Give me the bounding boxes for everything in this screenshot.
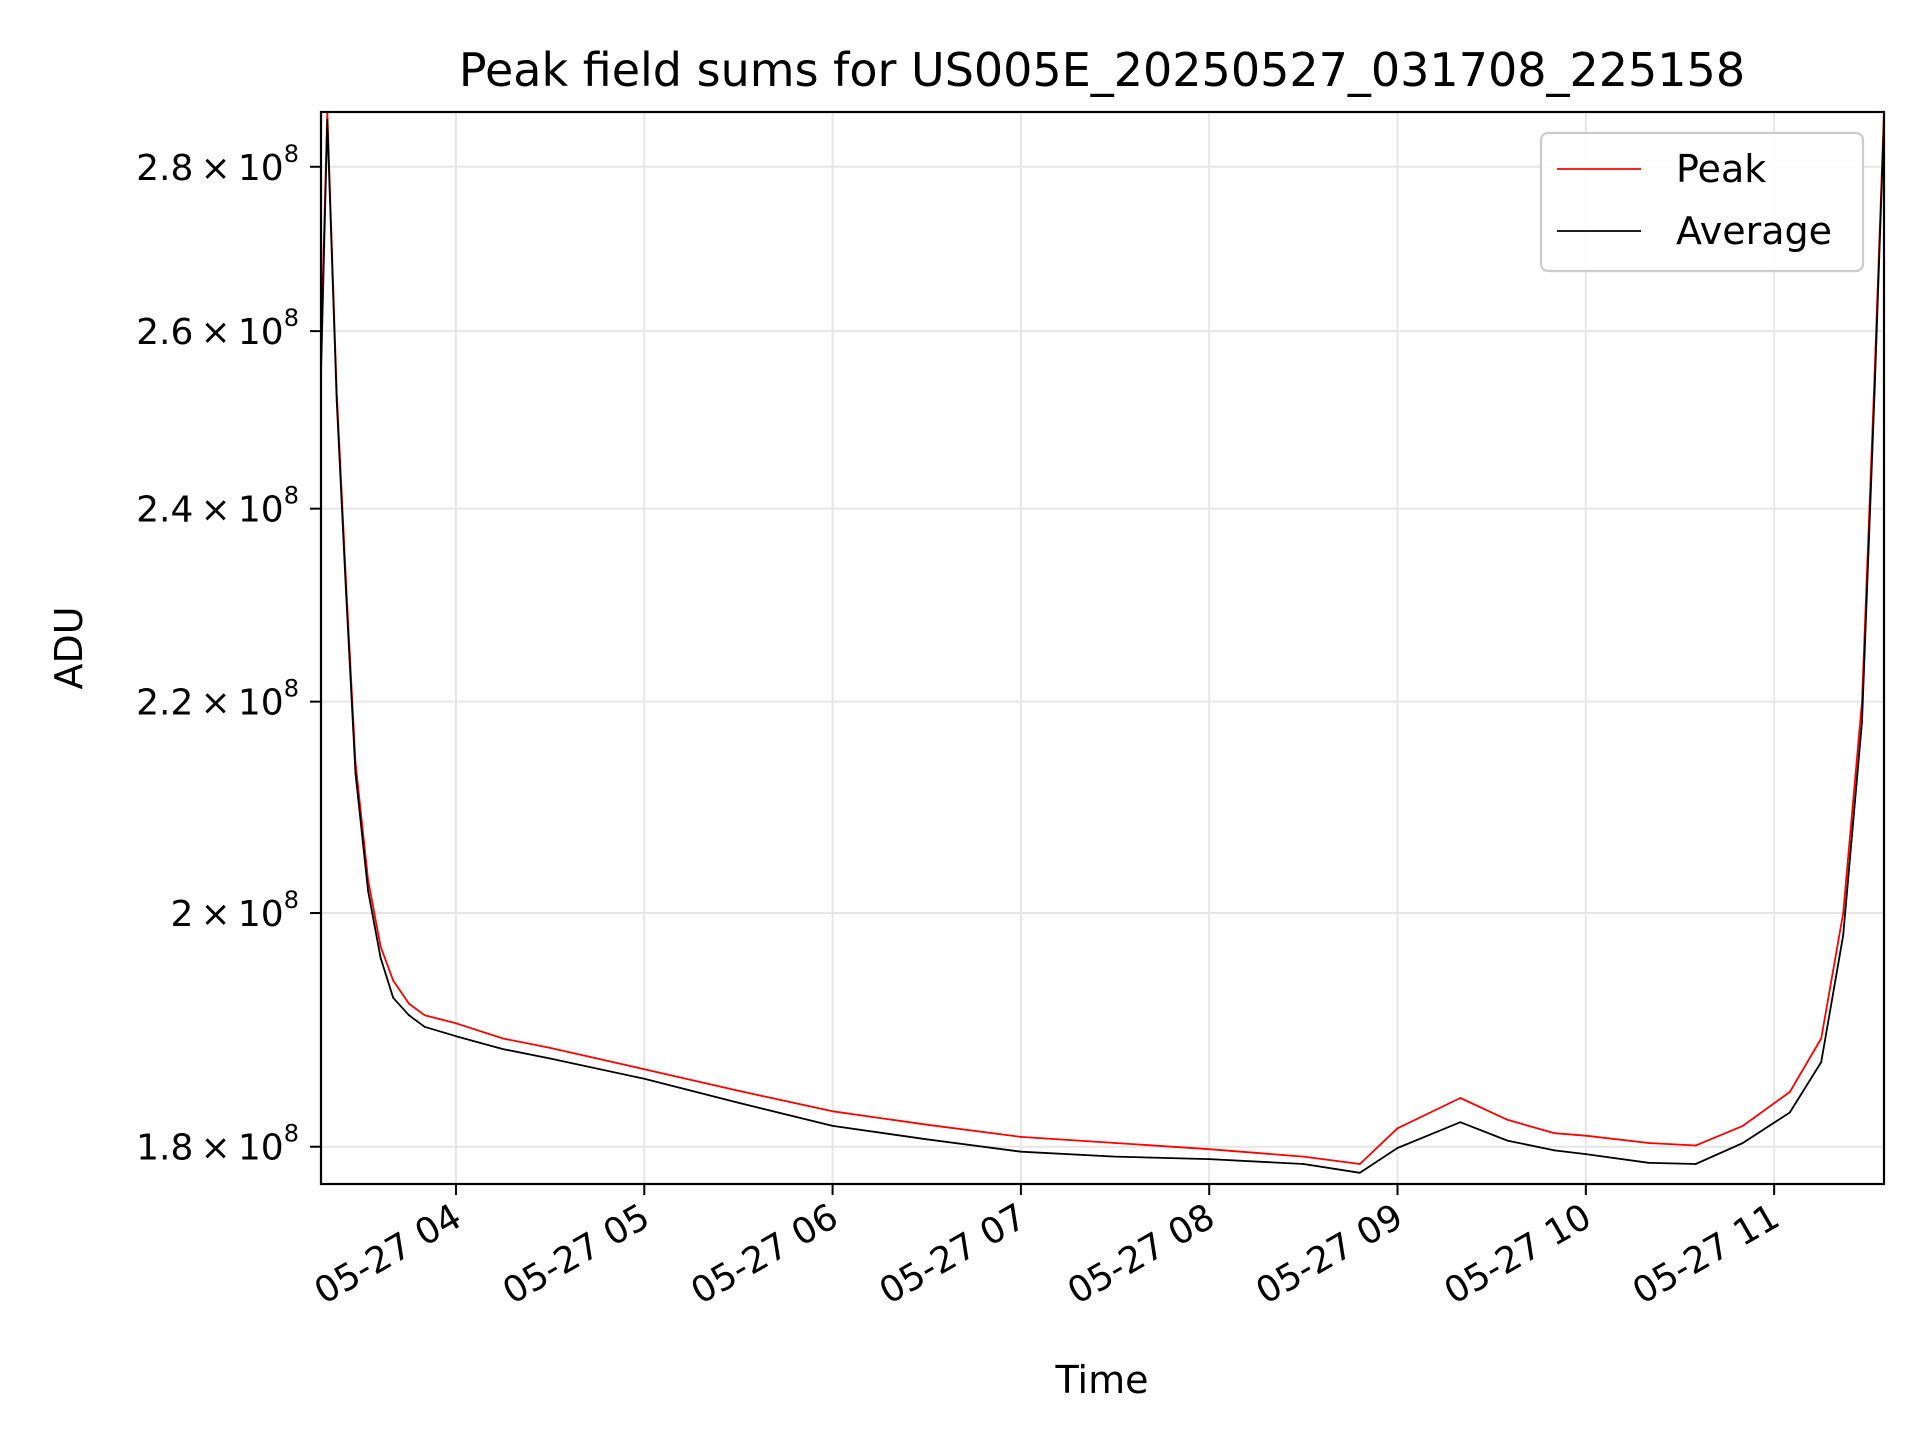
data-point-peak [1820, 1037, 1823, 1040]
y-tick-exponent: 8 [284, 140, 299, 168]
data-point-peak [1019, 1135, 1022, 1138]
data-point-peak [423, 1014, 426, 1017]
y-tick-label: 1.8 × 108 [136, 1120, 299, 1169]
data-point-peak [1358, 1163, 1361, 1165]
data-point-average [1741, 1142, 1744, 1144]
y-tick-label: 2.6 × 108 [136, 304, 299, 353]
data-point-peak [737, 1089, 740, 1092]
data-point-average [1820, 1061, 1823, 1064]
data-point-peak [1694, 1144, 1697, 1147]
y-tick-mantissa: 2.4 [136, 490, 193, 531]
data-point-peak [392, 979, 395, 982]
data-point-peak [502, 1037, 504, 1040]
legend: Peak Average [1539, 131, 1865, 273]
data-point-peak [1788, 1091, 1791, 1093]
data-point-average [1873, 390, 1876, 393]
data-point-average [1861, 721, 1863, 723]
data-point-peak [379, 945, 382, 948]
data-point-average [1647, 1161, 1650, 1164]
data-point-average [925, 1138, 928, 1141]
data-point-average [1358, 1171, 1361, 1174]
data-point-average [1788, 1111, 1791, 1114]
data-point-peak [1506, 1118, 1509, 1121]
data-point-peak [1396, 1127, 1399, 1130]
data-point-average [354, 772, 357, 775]
y-tick-label: 2.2 × 108 [136, 675, 299, 724]
data-point-average [502, 1048, 504, 1050]
data-point-peak [455, 1022, 457, 1025]
data-point-average [1694, 1163, 1697, 1165]
y-tick-label: 2.8 × 108 [136, 140, 299, 189]
grid-lines [321, 112, 1884, 1184]
data-point-average [1019, 1150, 1022, 1153]
data-point-average [392, 996, 395, 999]
y-tick-mantissa: 1.8 [136, 1128, 193, 1169]
data-point-peak [925, 1123, 928, 1126]
data-point-average [345, 592, 348, 595]
data-point-average [455, 1035, 457, 1038]
y-tick-exponent: 8 [284, 304, 299, 332]
y-axis-label: ADU [47, 606, 91, 689]
data-point-average [1114, 1155, 1116, 1158]
data-point-peak [1459, 1097, 1462, 1099]
y-tick-mantissa: 2.8 [136, 148, 193, 189]
data-point-average [423, 1025, 426, 1028]
y-tick-label: 2.4 × 108 [136, 482, 299, 531]
data-point-average [737, 1101, 740, 1104]
data-point-peak [1553, 1132, 1556, 1135]
data-point-average [367, 890, 369, 892]
series-line-peak [321, 112, 1884, 1165]
data-point-average [1459, 1121, 1462, 1124]
legend-box [1539, 131, 1865, 273]
data-point-peak [1842, 912, 1845, 914]
y-tick-label: 2 × 108 [170, 886, 299, 935]
data-point-average [1302, 1163, 1305, 1165]
legend-label-peak: Peak [1676, 147, 1766, 191]
plot-frame [319, 110, 1886, 1186]
data-point-peak [1647, 1142, 1650, 1144]
data-point-average [549, 1057, 552, 1060]
data-point-average [335, 399, 338, 402]
data-point-average [326, 118, 329, 121]
data-point-peak [1208, 1148, 1211, 1151]
data-point-peak [549, 1047, 552, 1049]
data-point-peak [1114, 1142, 1116, 1144]
data-point-peak [407, 1002, 410, 1005]
data-point-average [407, 1014, 410, 1017]
y-tick-exponent: 8 [284, 886, 299, 914]
data-point-peak [643, 1068, 646, 1071]
y-tick-exponent: 8 [284, 482, 299, 510]
y-tick-exponent: 8 [284, 675, 299, 703]
data-point-average [643, 1077, 646, 1080]
x-axis-label: Time [1055, 1358, 1149, 1402]
y-tick-mantissa: 2.2 [136, 683, 193, 724]
legend-label-average: Average [1676, 209, 1832, 253]
y-tick-mantissa: 2 [170, 894, 193, 935]
data-point-average [831, 1124, 834, 1127]
data-point-average [1208, 1158, 1211, 1160]
data-point-average [1396, 1147, 1399, 1149]
data-point-peak [1584, 1134, 1587, 1137]
data-point-peak [831, 1110, 834, 1113]
data-point-peak [1741, 1124, 1744, 1127]
series-line-average [321, 118, 1884, 1174]
data-point-average [1506, 1139, 1509, 1142]
data-point-average [1584, 1153, 1587, 1156]
y-tick-exponent: 8 [284, 1120, 299, 1148]
data-point-average [379, 956, 382, 959]
y-axis-ticks: 1.8 × 108 2 × 108 2.2 × 108 2.4 × 108 2.6 × … [136, 140, 321, 1169]
data-point-average [1842, 934, 1845, 937]
y-tick-mantissa: 2.6 [136, 312, 193, 353]
data-point-average [1553, 1149, 1556, 1152]
chart-title: Peak field sums for US005E_20250527_0317… [459, 43, 1745, 97]
data-point-peak [1302, 1155, 1305, 1158]
